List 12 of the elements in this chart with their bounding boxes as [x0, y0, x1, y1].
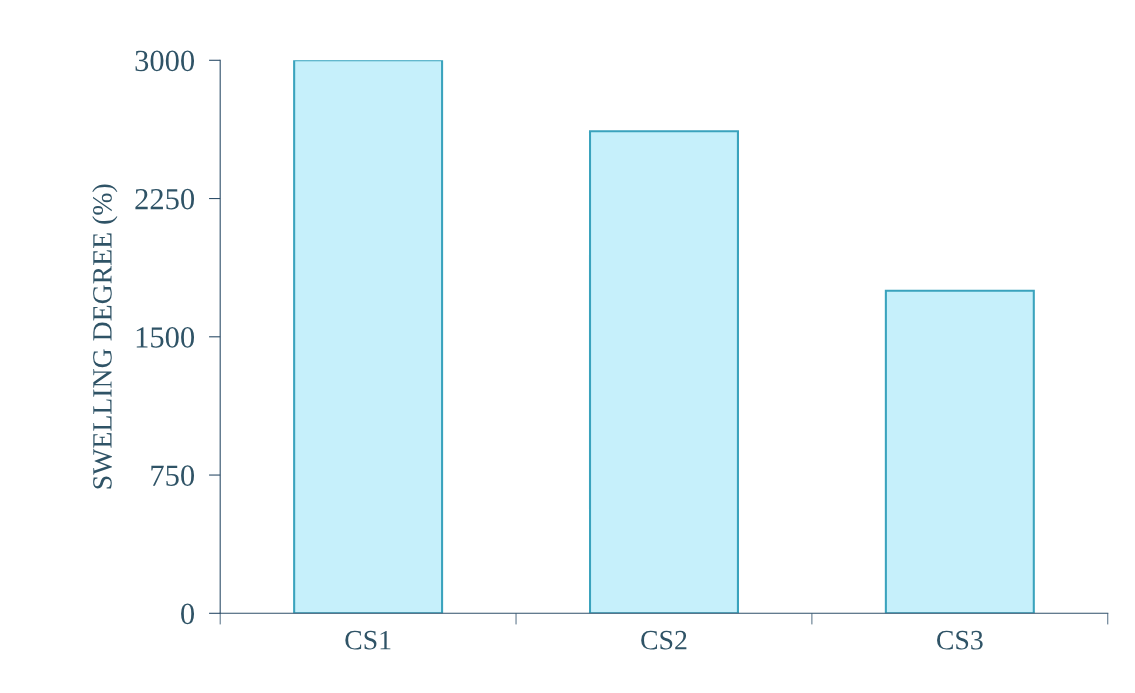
- bar: [293, 60, 444, 614]
- bar: [884, 289, 1035, 614]
- x-tick-label: CS3: [937, 630, 983, 650]
- x-tick-label: CS2: [641, 630, 687, 650]
- bar: [588, 130, 739, 614]
- y-tick-label: 1500: [136, 327, 195, 348]
- x-tick-label: CS1: [345, 630, 391, 650]
- y-tick-label: 0: [181, 603, 195, 625]
- y-tick-label: 750: [151, 465, 195, 486]
- y-axis-title: SWELLING DEGREE (%): [92, 184, 118, 489]
- y-tick-label: 2250: [135, 188, 195, 210]
- y-tick-label: 3000: [135, 50, 195, 72]
